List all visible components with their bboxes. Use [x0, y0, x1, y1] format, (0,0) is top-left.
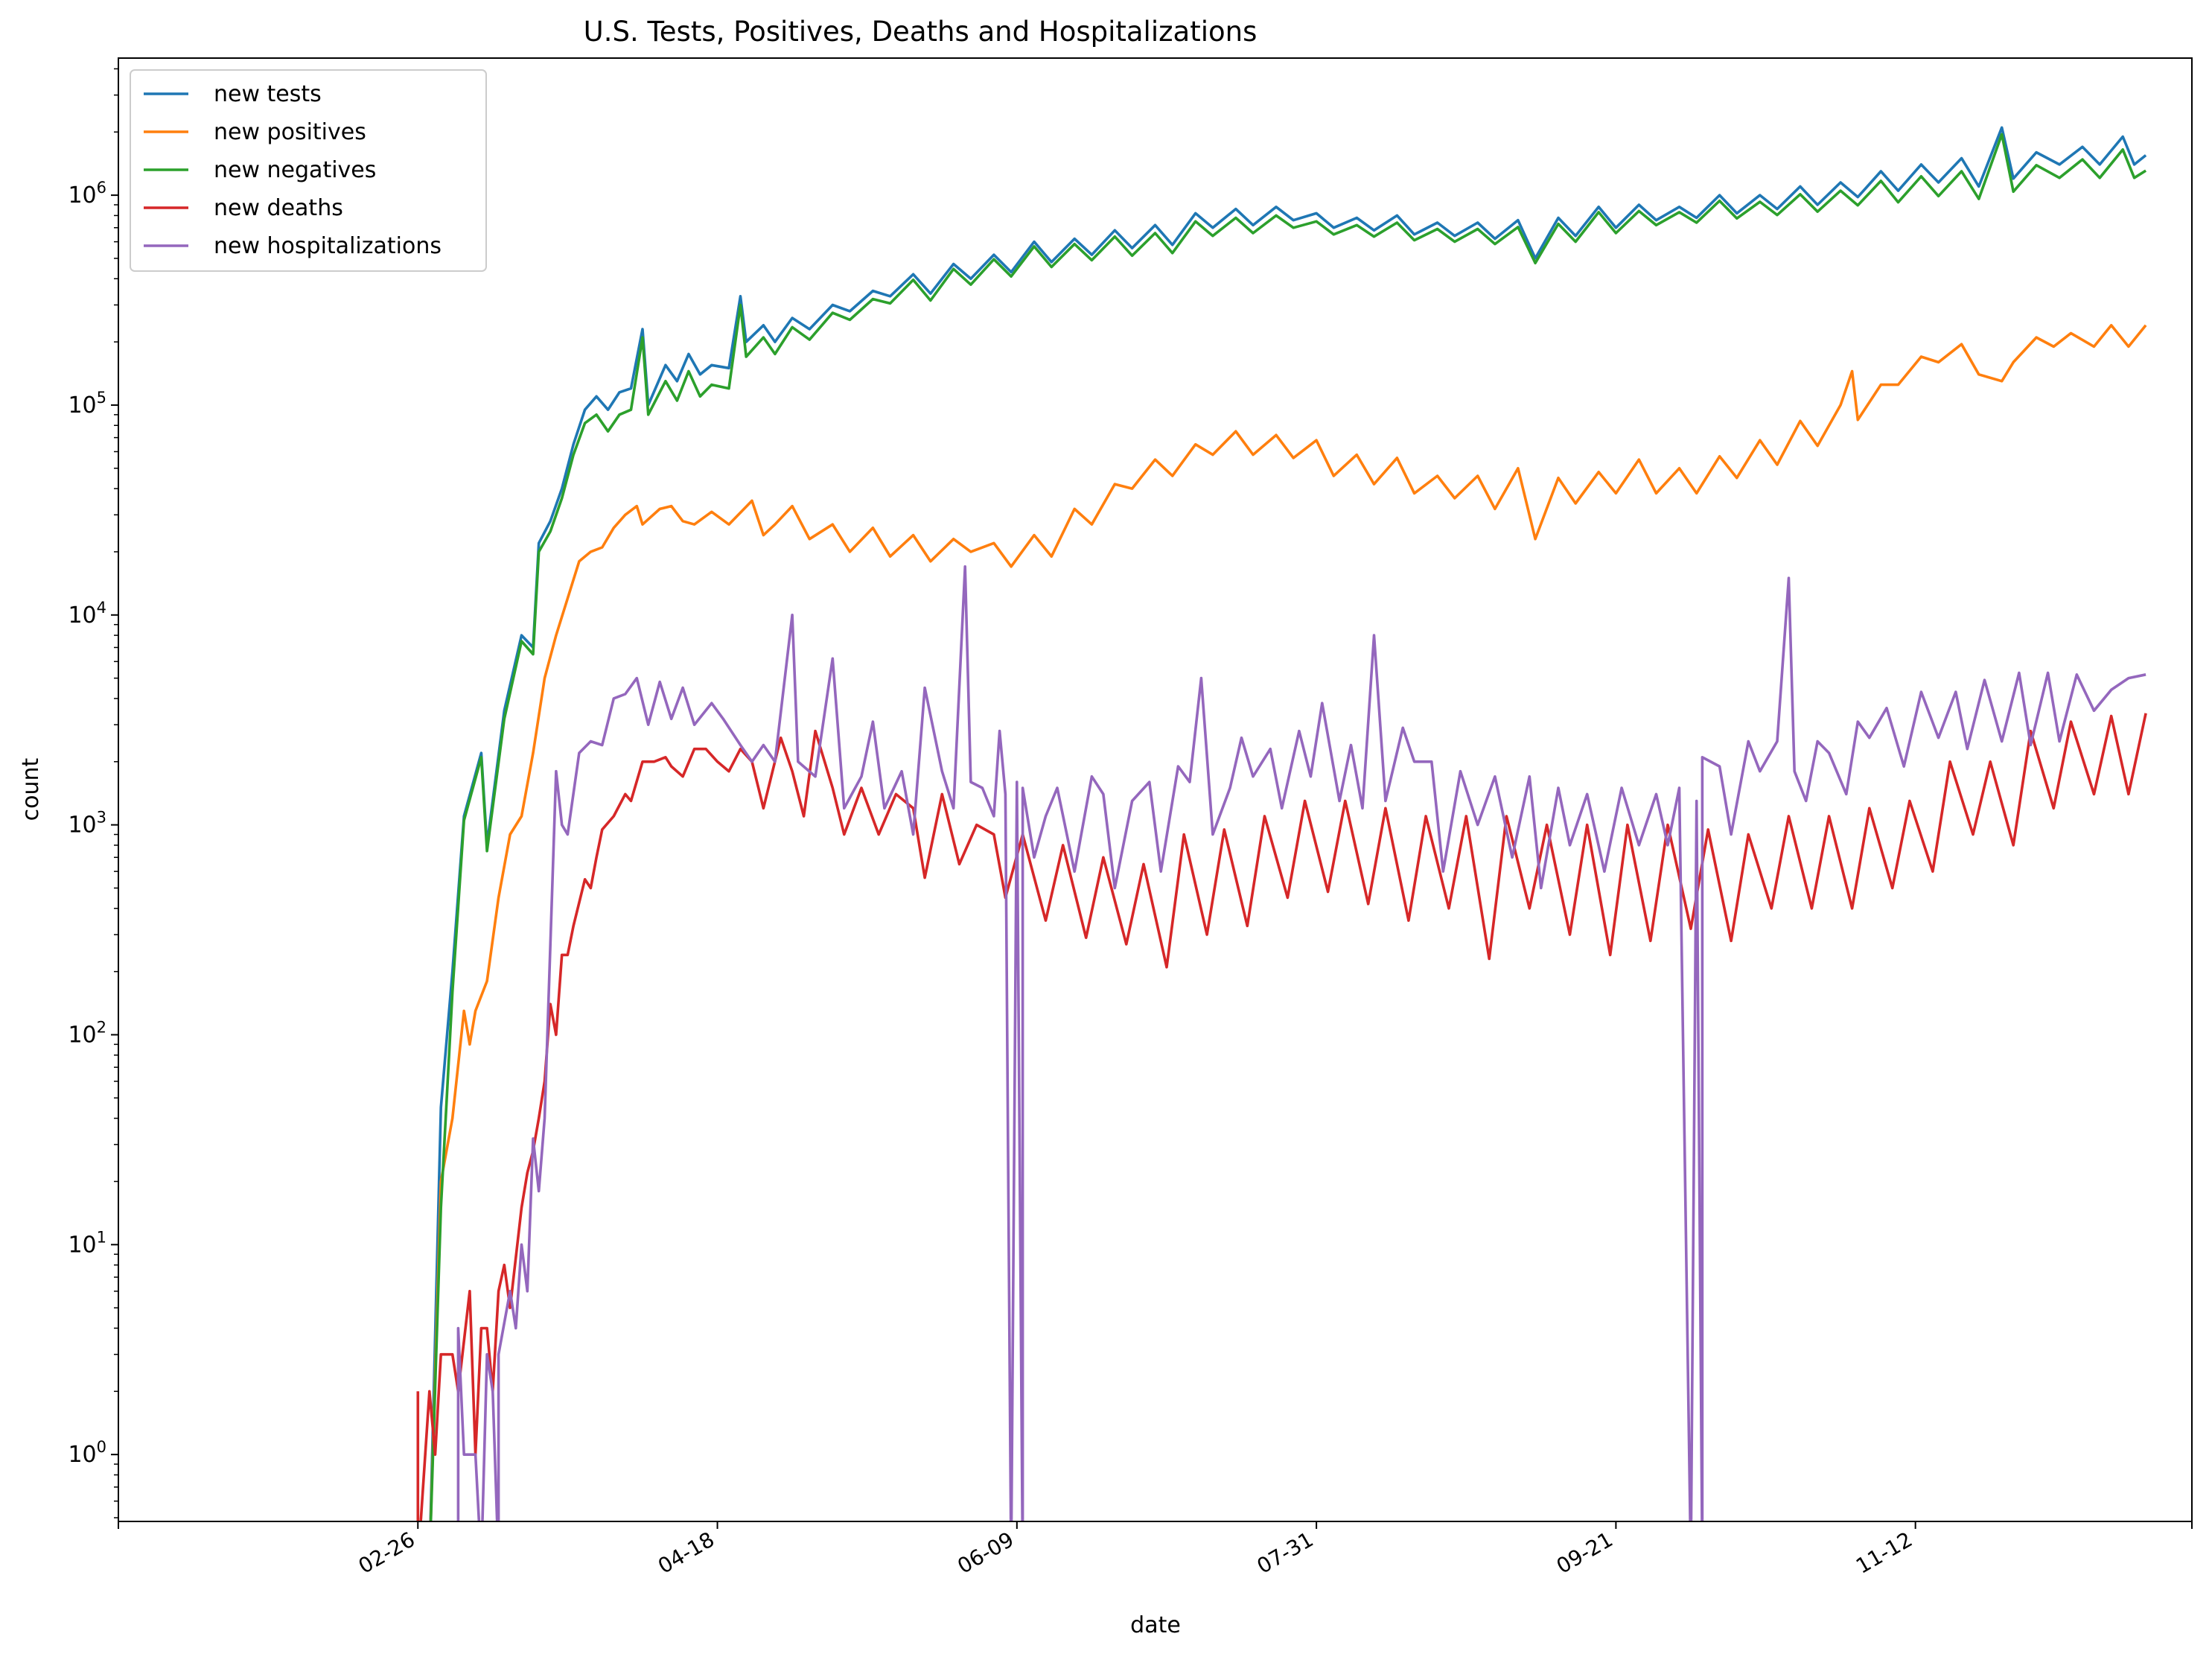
y-tick-label-5: 104 [68, 599, 106, 629]
legend-label-5: new hospitalizations [214, 233, 442, 259]
series-line-5 [456, 565, 2146, 1521]
series-line-3 [429, 133, 2147, 1521]
series-line-2 [429, 324, 2147, 1521]
y-axis-label: count [18, 757, 44, 821]
legend: new tests new positives new negatives new d… [130, 69, 487, 272]
plot-frame [118, 57, 2193, 1522]
legend-label-4: new deaths [214, 195, 343, 221]
series-line-1 [429, 126, 2147, 1521]
legend-label-2: new positives [214, 119, 366, 145]
x-axis-label: date [1130, 1612, 1181, 1638]
legend-box [130, 69, 487, 272]
legend-label-3: new negatives [214, 157, 376, 183]
series-layer [416, 126, 2147, 1521]
chart-title: U.S. Tests, Positives, Deaths and Hospit… [584, 16, 1258, 48]
legend-label-1: new tests [214, 81, 322, 107]
